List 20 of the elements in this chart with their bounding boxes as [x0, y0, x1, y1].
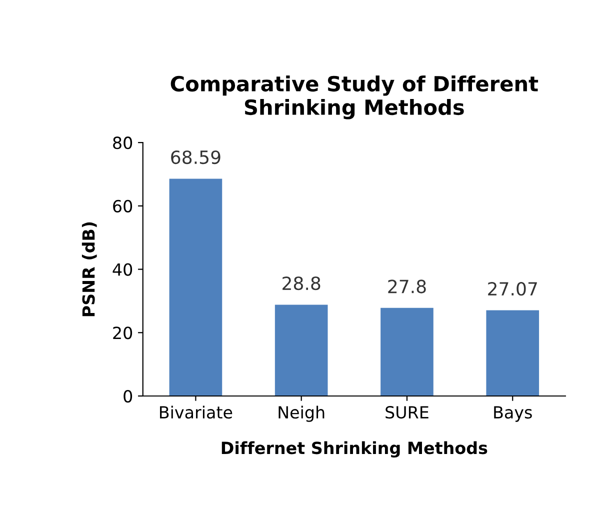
y-tick-label: 0	[124, 390, 132, 403]
bar	[274, 304, 328, 396]
y-axis-title: PSNR (dB)	[82, 222, 97, 316]
data-label: 28.8	[282, 276, 320, 290]
y-tick-label: 20	[113, 326, 132, 340]
y-tick-label: 80	[113, 136, 132, 150]
bar	[380, 308, 434, 396]
chart-title: Comparative Study of Different Shrinking Methods	[170, 75, 538, 120]
x-axis-title: Differnet Shrinking Methods	[222, 441, 488, 458]
data-label: 68.59	[171, 150, 220, 164]
y-tick-label: 60	[113, 200, 132, 212]
x-tick-label: Bivariate	[160, 406, 232, 419]
data-label: 27.8	[388, 280, 426, 294]
bar	[486, 310, 540, 396]
x-tick-label: Bays	[494, 406, 532, 422]
bar	[169, 178, 222, 396]
y-tick-label: 40	[112, 263, 132, 276]
x-tick-label: Neigh	[278, 406, 324, 422]
x-tick-label: SURE	[386, 406, 428, 419]
data-label: 27.07	[488, 282, 537, 296]
